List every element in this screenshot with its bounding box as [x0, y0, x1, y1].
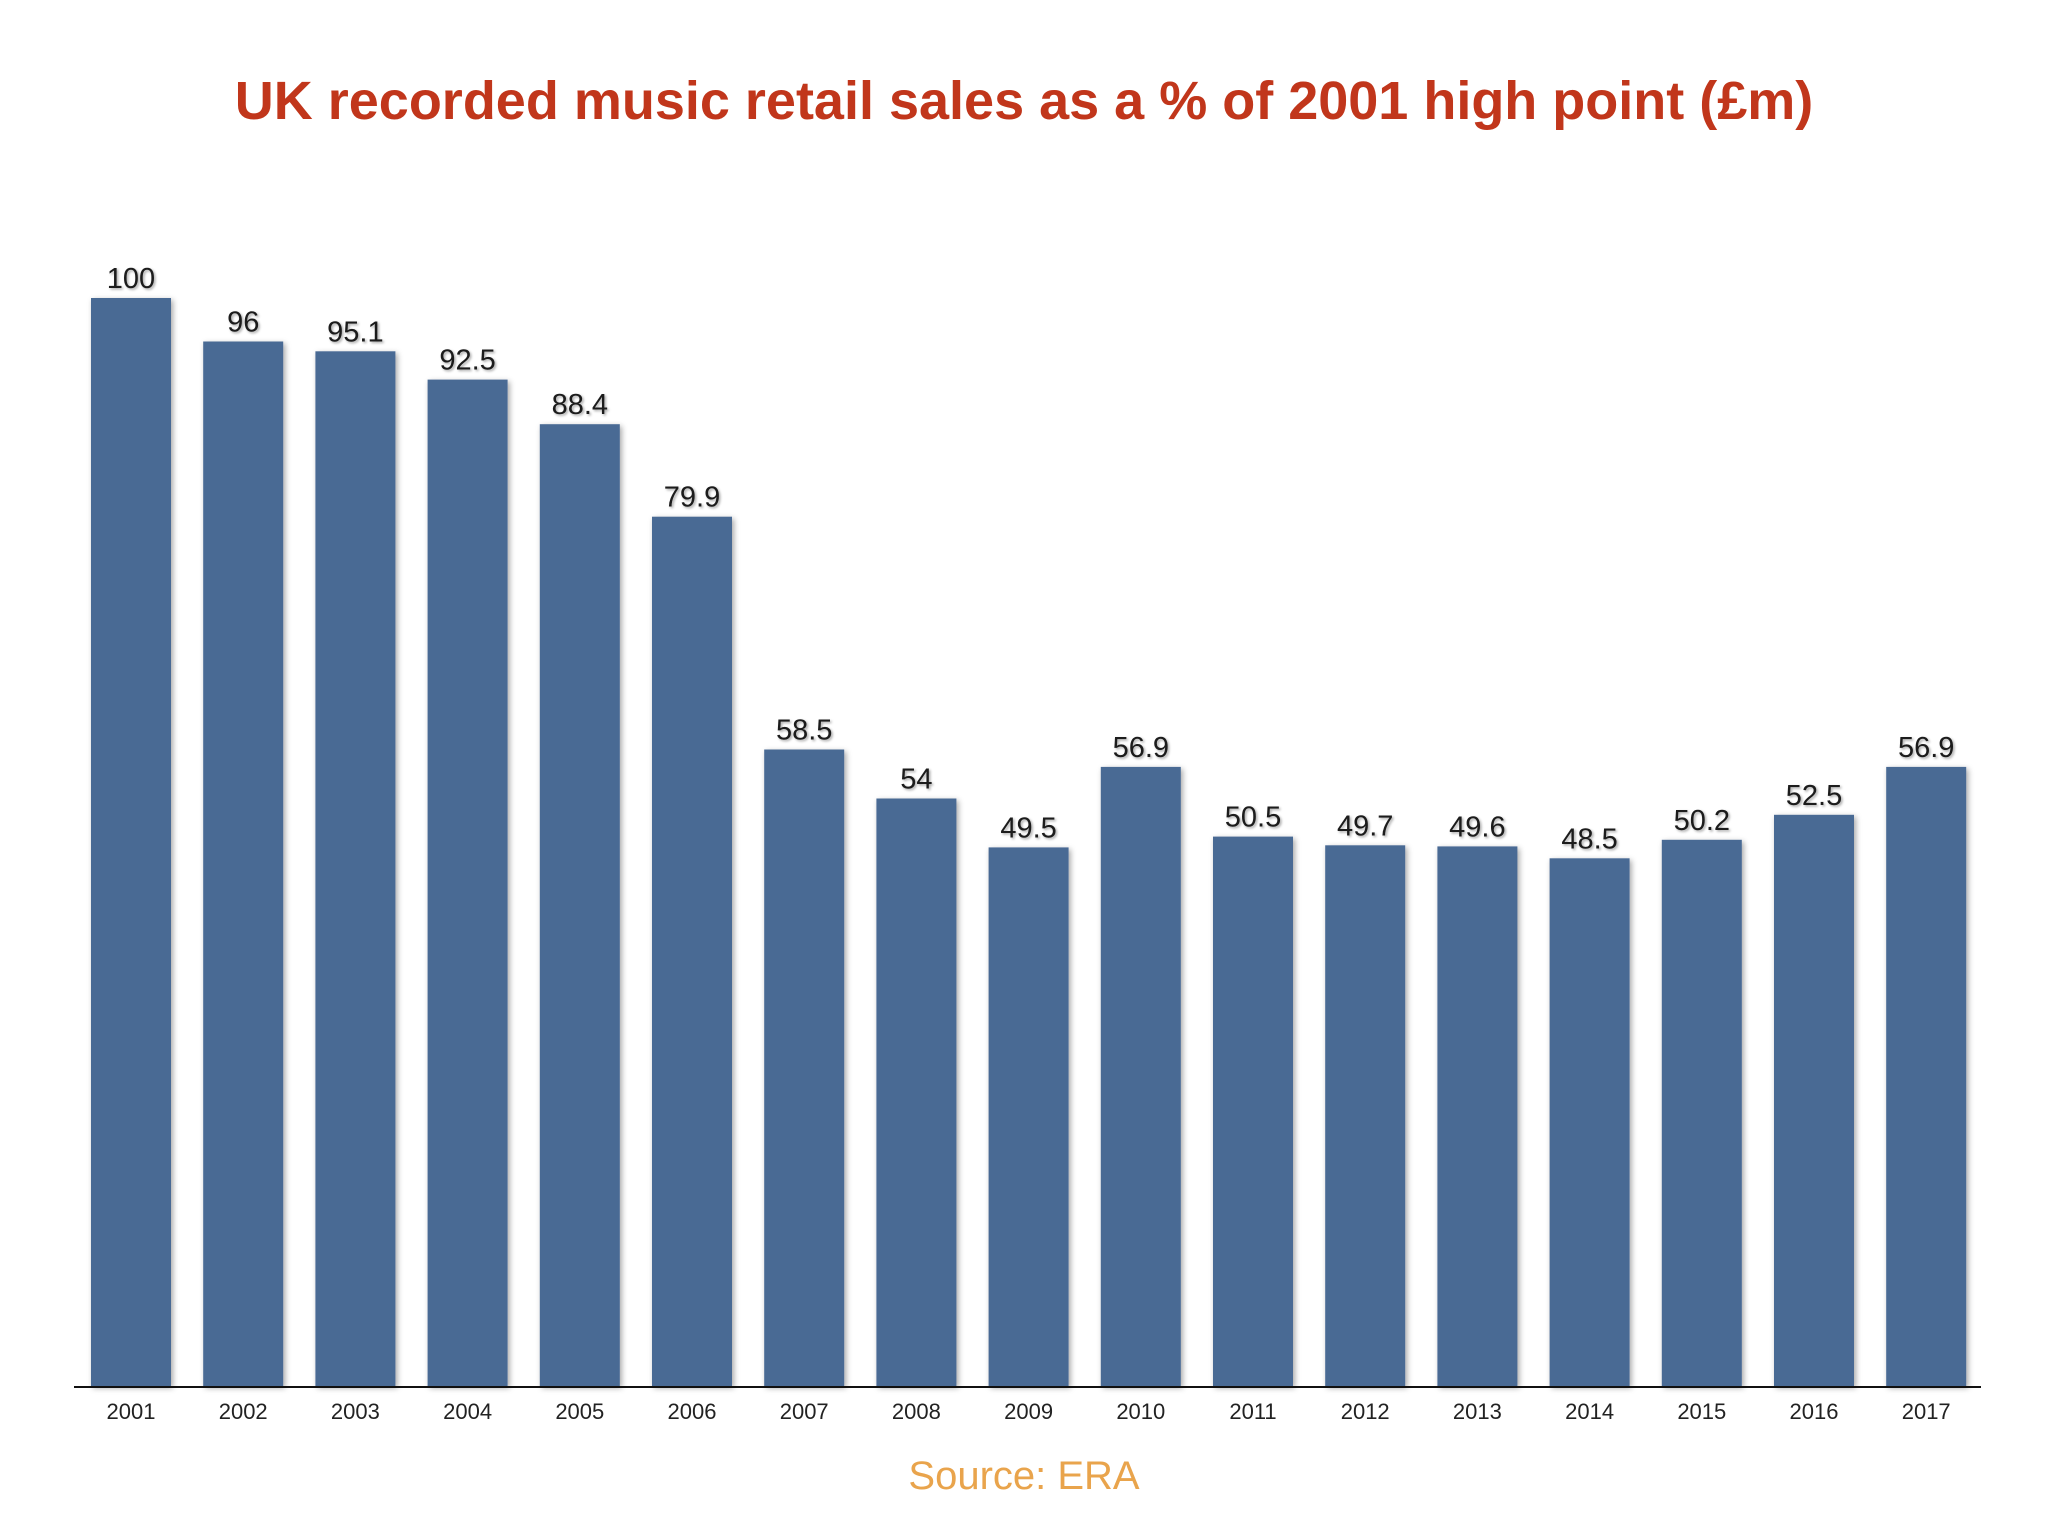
x-tick-2017: 2017 — [1902, 1399, 1951, 1424]
bar-2005 — [539, 424, 620, 1386]
x-tick-2012: 2012 — [1341, 1399, 1390, 1424]
bar-2014 — [1549, 858, 1630, 1386]
value-label-2003: 95.1 — [327, 316, 383, 348]
x-tick-2016: 2016 — [1790, 1399, 1839, 1424]
x-tick-2014: 2014 — [1565, 1399, 1614, 1424]
bar-2017 — [1886, 766, 1967, 1386]
bar-2004 — [427, 379, 508, 1387]
chart-title: UK recorded music retail sales as a % of… — [234, 71, 1814, 131]
bar-2008 — [876, 798, 957, 1386]
value-label-2017: 56.9 — [1898, 732, 1954, 764]
x-tick-2010: 2010 — [1116, 1399, 1165, 1424]
value-label-2002: 96 — [227, 307, 259, 339]
x-tick-2005: 2005 — [555, 1399, 604, 1424]
value-label-2004: 92.5 — [439, 345, 495, 377]
bar-2003 — [315, 351, 396, 1386]
x-tick-2001: 2001 — [107, 1399, 156, 1424]
value-label-2008: 54 — [900, 764, 932, 796]
value-label-2010: 56.9 — [1113, 732, 1169, 764]
x-tick-2007: 2007 — [780, 1399, 829, 1424]
bar-2006 — [652, 516, 732, 1386]
value-label-2016: 52.5 — [1786, 780, 1842, 812]
x-tick-2003: 2003 — [331, 1399, 380, 1424]
x-tick-2009: 2009 — [1004, 1399, 1053, 1424]
value-label-2013: 49.6 — [1449, 811, 1505, 843]
bars-group — [91, 298, 1967, 1387]
value-label-2007: 58.5 — [776, 715, 832, 747]
bar-2010 — [1100, 766, 1181, 1386]
source-note: Source: ERA — [908, 1454, 1140, 1498]
bar-2001 — [91, 298, 171, 1386]
bar-2002 — [203, 341, 284, 1386]
bar-2015 — [1661, 839, 1742, 1386]
x-tick-2011: 2011 — [1229, 1399, 1276, 1424]
bar-2012 — [1325, 845, 1406, 1386]
x-tick-2013: 2013 — [1453, 1399, 1502, 1424]
value-label-2012: 49.7 — [1337, 810, 1393, 842]
bar-2013 — [1437, 846, 1518, 1386]
x-tick-2004: 2004 — [443, 1399, 492, 1424]
x-tick-2015: 2015 — [1677, 1399, 1726, 1424]
x-tick-2006: 2006 — [668, 1399, 717, 1424]
value-label-2001: 100 — [107, 263, 155, 295]
value-label-2011: 50.5 — [1225, 802, 1281, 834]
bar-2009 — [988, 847, 1069, 1386]
bar-2007 — [764, 749, 845, 1386]
value-label-2014: 48.5 — [1561, 823, 1617, 855]
bar-2011 — [1213, 836, 1293, 1386]
value-label-2015: 50.2 — [1674, 805, 1730, 837]
value-label-2006: 79.9 — [664, 482, 720, 514]
value-label-2005: 88.4 — [552, 389, 608, 421]
bar-2016 — [1774, 814, 1854, 1386]
value-labels-group: 100 96 95.1 92.5 88.4 79.9 58.5 54 49.5 56.9 50.5 4… — [107, 263, 1955, 855]
x-tick-labels: 2001 2002 2003 2004 2005 2006 2007 2008 2009 2010… — [107, 1399, 1951, 1424]
value-label-2009: 49.5 — [1000, 812, 1056, 844]
x-tick-2002: 2002 — [219, 1399, 268, 1424]
x-tick-2008: 2008 — [892, 1399, 941, 1424]
